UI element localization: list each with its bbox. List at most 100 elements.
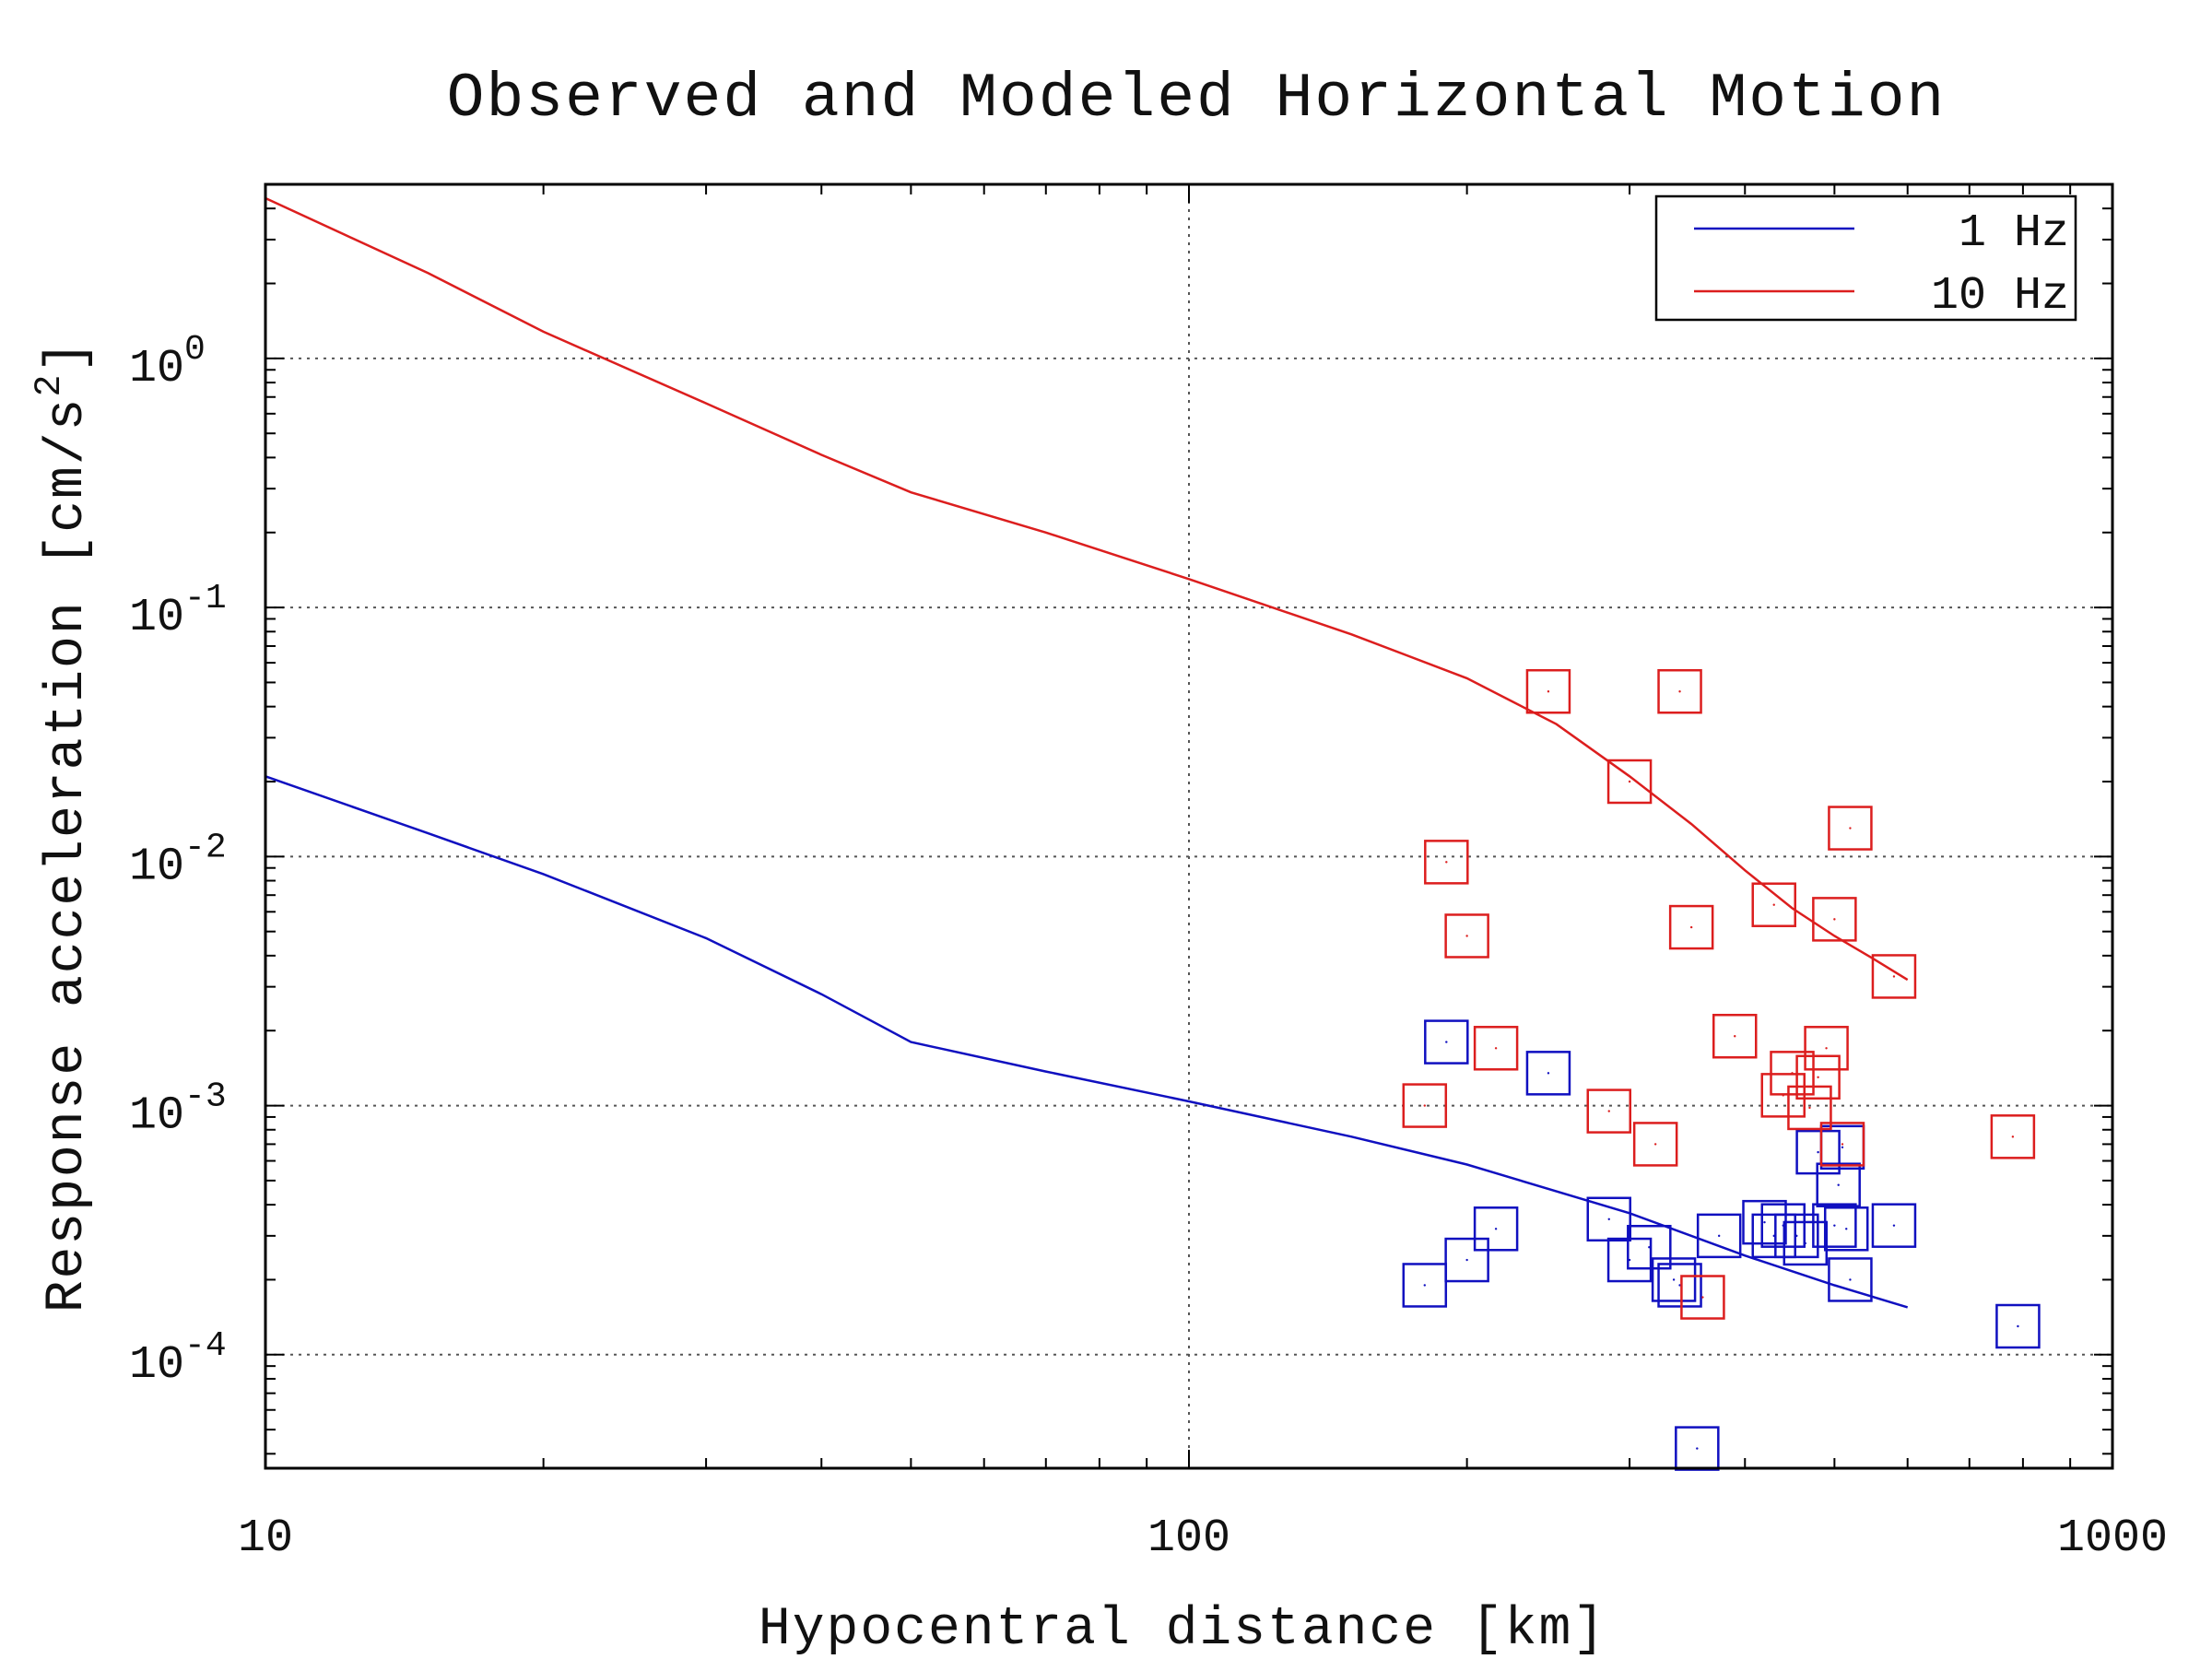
observed-point: [1871, 1203, 1917, 1248]
observed-point: [1444, 1237, 1489, 1283]
observed-point-center: [1849, 827, 1852, 830]
y-axis-label: Response acceleration [cm/s2]: [29, 339, 98, 1313]
x-tick-label: 100: [1147, 1512, 1230, 1565]
series-layer: [265, 196, 2041, 1471]
observed-point: [1828, 806, 1873, 851]
observed-point-center: [1772, 903, 1775, 906]
observed-point-center: [1833, 1224, 1836, 1227]
observed-point: [1424, 1019, 1469, 1065]
observed-point: [1819, 1122, 1865, 1167]
observed-point: [1696, 1213, 1742, 1259]
y-axis-label-main: Response acceleration [cm/s: [38, 397, 98, 1313]
observed-point: [1473, 1026, 1519, 1071]
observed-point: [1871, 954, 1917, 999]
observed-point: [1402, 1263, 1448, 1308]
observed-point: [1651, 1257, 1697, 1302]
observed-point-center: [1795, 1234, 1798, 1238]
observed-point: [1424, 840, 1469, 885]
observed-point: [1657, 1263, 1702, 1308]
model-line: [265, 196, 1909, 982]
observed-point: [1444, 913, 1489, 959]
x-tick-label: 10: [238, 1512, 293, 1565]
observed-point-center: [1804, 1241, 1806, 1245]
observed-point-center: [1833, 918, 1836, 921]
observed-point-center: [1607, 1110, 1610, 1112]
y-tick-label: 100: [129, 330, 206, 395]
observed-point: [1804, 1026, 1849, 1071]
y-axis-label-end: ]: [38, 339, 98, 373]
observed-point-center: [1678, 1284, 1681, 1287]
observed-point-center: [1837, 1183, 1840, 1186]
observed-point-center: [1701, 1296, 1704, 1299]
observed-point-center: [1763, 1220, 1766, 1224]
observed-point-center: [1841, 1143, 1844, 1146]
observed-point: [1402, 1083, 1448, 1128]
model-line: [265, 775, 1909, 1309]
y-tick-label: 10-3: [129, 1077, 227, 1143]
chart-title: Observed and Modeled Horizontal Motion: [447, 64, 1947, 135]
observed-point: [1586, 1088, 1632, 1134]
y-axis-label-sup: 2: [29, 373, 71, 397]
observed-point-center: [1734, 1035, 1736, 1038]
legend-label: 10 Hz: [1931, 270, 2069, 323]
legend-label: 1 Hz: [1959, 207, 2069, 260]
observed-point-center: [1696, 1447, 1699, 1450]
axis-ticks: 10 100 1000 100 10-1 10-2 10-3 10-4: [129, 183, 2168, 1565]
observed-point-center: [1808, 1106, 1811, 1110]
observed-point: [1668, 904, 1714, 950]
observed-point: [1627, 1224, 1672, 1270]
observed-point-center: [1678, 690, 1681, 693]
observed-point: [1525, 668, 1571, 714]
observed-point-center: [1892, 1224, 1896, 1227]
observed-point-center: [1445, 861, 1448, 864]
observed-point-center: [1423, 1104, 1426, 1107]
observed-point-center: [1547, 690, 1550, 693]
observed-point: [1990, 1114, 2036, 1159]
observed-point-center: [1892, 975, 1896, 978]
observed-point-center: [1653, 1143, 1657, 1146]
y-tick-label: 10-4: [129, 1326, 227, 1392]
observed-point-center: [1845, 1228, 1848, 1230]
observed-point: [1712, 1013, 1758, 1059]
observed-point: [1675, 1426, 1720, 1471]
observed-point-center: [1494, 1228, 1498, 1230]
observed-point-center: [1841, 1146, 1844, 1149]
observed-point-center: [1423, 1284, 1426, 1287]
observed-point-center: [1465, 935, 1468, 937]
observed-point-center: [1445, 1041, 1448, 1043]
observed-point: [1795, 1054, 1841, 1100]
grid: [265, 184, 2112, 1468]
observed-point-center: [1465, 1258, 1468, 1262]
observed-point: [1751, 1213, 1796, 1259]
observed-point-center: [1817, 1076, 1819, 1078]
observed-point-center: [1791, 1072, 1794, 1075]
observed-point-center: [1628, 780, 1631, 783]
observed-point: [1632, 1122, 1678, 1167]
observed-point: [1816, 1162, 1861, 1207]
observed-point: [1680, 1275, 1725, 1320]
observed-point: [1657, 668, 1702, 714]
observed-point: [1812, 897, 1857, 942]
observed-point-center: [2011, 1135, 2015, 1138]
series-0: [265, 775, 2041, 1471]
y-tick-label: 10-1: [129, 579, 227, 644]
observed-point-center: [1689, 925, 1693, 929]
observed-point-center: [1648, 1246, 1651, 1249]
observed-point: [1770, 1051, 1815, 1096]
observed-point: [1473, 1206, 1519, 1252]
observed-point-center: [1672, 1278, 1676, 1281]
observed-point: [1783, 1220, 1829, 1266]
observed-point: [1606, 759, 1653, 805]
observed-point: [1828, 1257, 1873, 1302]
observed-point-center: [1494, 1047, 1498, 1050]
observed-point: [1823, 1206, 1869, 1252]
observed-point: [1751, 882, 1796, 927]
observed-point-center: [1717, 1234, 1721, 1238]
y-tick-label: 10-2: [129, 828, 227, 893]
observed-point-center: [1817, 1150, 1819, 1154]
observed-point-center: [1825, 1047, 1828, 1050]
observed-point-center: [2017, 1324, 2019, 1328]
observed-point: [1812, 1203, 1857, 1248]
x-axis-label: Hypocentral distance [km]: [759, 1600, 1606, 1659]
